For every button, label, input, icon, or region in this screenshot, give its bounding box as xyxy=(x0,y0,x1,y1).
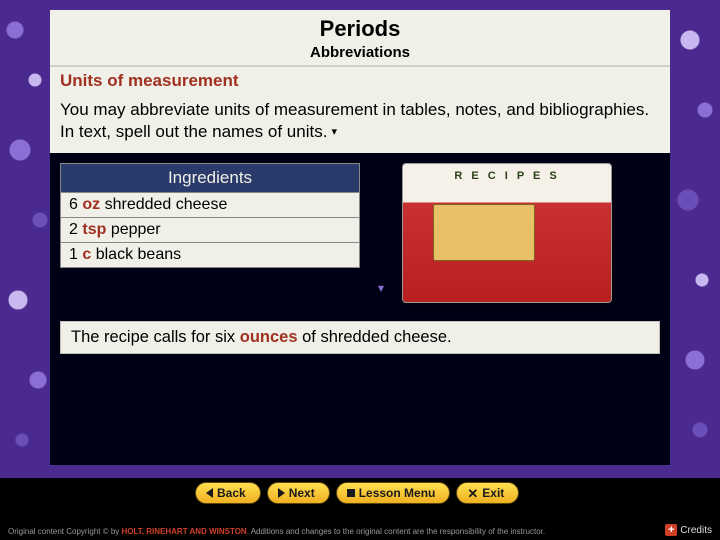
section-heading: Units of measurement xyxy=(60,71,660,91)
section-heading-row: Units of measurement xyxy=(50,67,670,95)
example-sentence-row: The recipe calls for six ounces of shred… xyxy=(60,321,660,354)
body-text-row: You may abbreviate units of measurement … xyxy=(50,95,670,153)
copyright-text: Original content Copyright © by HOLT, RI… xyxy=(8,527,545,536)
x-icon: ✕ xyxy=(467,487,478,500)
table-row: 1 c black beans xyxy=(61,243,360,268)
body-text: You may abbreviate units of measurement … xyxy=(60,99,660,143)
nav-buttons: Back Next Lesson Menu ✕Exit xyxy=(195,482,519,504)
square-icon xyxy=(347,489,355,497)
table-row: 6 oz shredded cheese xyxy=(61,193,360,218)
page-subtitle: Abbreviations xyxy=(50,44,670,61)
recipe-box-image xyxy=(402,163,612,303)
header: Periods Abbreviations xyxy=(50,10,670,67)
next-button[interactable]: Next xyxy=(267,482,330,504)
content-area: Periods Abbreviations Units of measureme… xyxy=(50,10,670,465)
ingredients-header: Ingredients xyxy=(61,164,360,193)
caret-down-icon: ▾ xyxy=(331,126,337,138)
footer: Back Next Lesson Menu ✕Exit Original con… xyxy=(0,478,720,540)
ingredients-table: Ingredients 6 oz shredded cheese 2 tsp p… xyxy=(60,163,360,268)
example-sentence: The recipe calls for six ounces of shred… xyxy=(71,328,649,347)
triangle-right-icon xyxy=(278,488,285,498)
middle-row: Ingredients 6 oz shredded cheese 2 tsp p… xyxy=(50,153,670,309)
triangle-left-icon xyxy=(206,488,213,498)
exit-button[interactable]: ✕Exit xyxy=(456,482,519,504)
back-button[interactable]: Back xyxy=(195,482,261,504)
lesson-menu-button[interactable]: Lesson Menu xyxy=(336,482,451,504)
plus-icon: + xyxy=(665,524,677,536)
caret-down-icon: ▾ xyxy=(378,281,384,295)
table-row: 2 tsp pepper xyxy=(61,218,360,243)
page-title: Periods xyxy=(50,16,670,42)
credits-link[interactable]: +Credits xyxy=(665,524,712,536)
